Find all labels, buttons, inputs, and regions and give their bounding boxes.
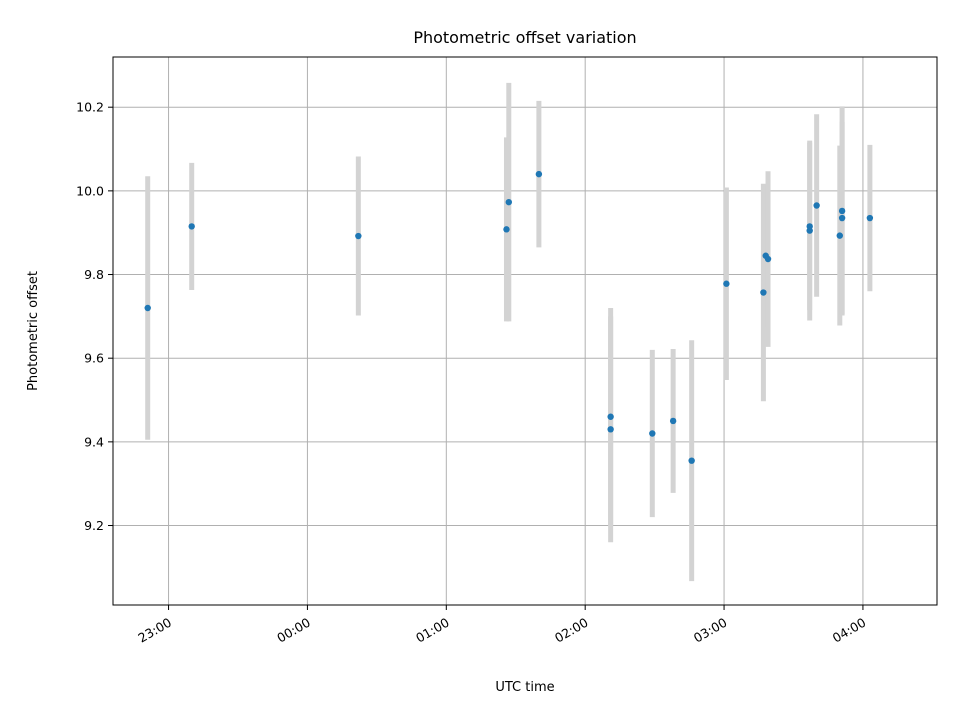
y-tick-label: 10.0 — [76, 183, 104, 198]
data-point — [688, 457, 695, 464]
y-tick-label: 9.4 — [84, 434, 104, 449]
data-point — [866, 214, 874, 222]
y-tick-label: 9.6 — [84, 351, 104, 366]
data-point — [188, 223, 195, 230]
x-tick-label: 00:00 — [274, 615, 313, 646]
data-point — [838, 207, 846, 215]
x-tick-label: 02:00 — [552, 615, 591, 646]
grid-lines — [113, 57, 937, 605]
y-axis-label: Photometric offset — [26, 271, 41, 391]
y-tick-label: 9.2 — [84, 518, 104, 533]
data-point — [607, 413, 614, 420]
x-tick-label: 23:00 — [135, 615, 174, 646]
data-point — [760, 289, 767, 296]
data-points — [144, 170, 874, 464]
data-point — [607, 426, 614, 433]
data-point — [806, 227, 813, 234]
data-point — [836, 232, 843, 239]
data-point — [535, 170, 543, 178]
chart-title: Photometric offset variation — [413, 28, 636, 47]
data-point — [764, 255, 772, 263]
data-point — [723, 280, 730, 287]
plot-area-frame — [112, 56, 938, 606]
x-tick-label: 01:00 — [413, 615, 452, 646]
data-point — [669, 417, 677, 425]
x-tick-label: 04:00 — [830, 615, 869, 646]
data-point — [838, 214, 846, 222]
y-tick-label: 9.8 — [84, 267, 104, 282]
data-point — [649, 430, 656, 437]
data-point — [503, 226, 510, 233]
x-axis-ticks: 23:00 00:00 01:00 02:00 03:00 04:00 — [135, 605, 868, 646]
data-point — [144, 304, 151, 312]
data-point — [505, 198, 512, 206]
x-axis-label: UTC time — [495, 680, 554, 695]
data-point — [813, 202, 820, 209]
error-bars — [145, 82, 873, 582]
y-tick-label: 10.2 — [76, 100, 104, 115]
data-point — [355, 232, 362, 240]
x-tick-label: 03:00 — [691, 615, 730, 646]
y-axis-ticks: 9.2 9.4 9.6 9.8 10.0 10.2 — [76, 100, 113, 533]
